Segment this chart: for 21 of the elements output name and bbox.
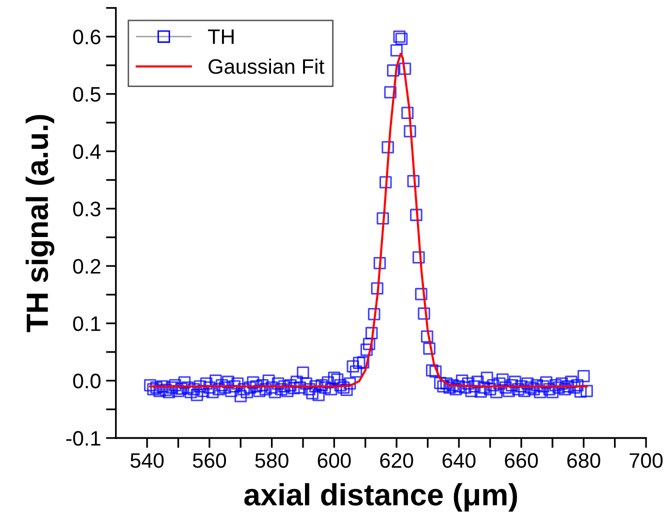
x-tick-label: 640 (442, 453, 476, 468)
y-axis-title: TH signal (a.u.) (26, 114, 54, 332)
y-tick-label: -0.1 (66, 431, 100, 446)
x-axis-title: axial distance (μm) (244, 483, 517, 512)
y-tick-label: 0.2 (73, 258, 100, 274)
x-tick-label: 540 (130, 453, 164, 468)
y-tick-label: 0.0 (73, 374, 100, 388)
x-tick-label: 620 (380, 453, 414, 468)
x-tick-label: 700 (630, 453, 663, 468)
y-tick-label: 0.3 (73, 202, 100, 216)
x-tick-label: 580 (255, 453, 288, 468)
y-tick-label: 0.5 (73, 86, 100, 102)
y-tick-label: 0.1 (73, 316, 100, 332)
y-tick-label: 0.6 (73, 30, 100, 44)
x-tick-label: 660 (504, 453, 538, 468)
x-tick-label: 560 (192, 453, 226, 468)
x-tick-label: 600 (318, 453, 351, 468)
legend-label: TH (208, 30, 234, 44)
legend-label: Gaussian Fit (208, 58, 324, 74)
y-tick-label: 0.4 (73, 144, 101, 160)
x-tick-label: 680 (567, 453, 600, 468)
